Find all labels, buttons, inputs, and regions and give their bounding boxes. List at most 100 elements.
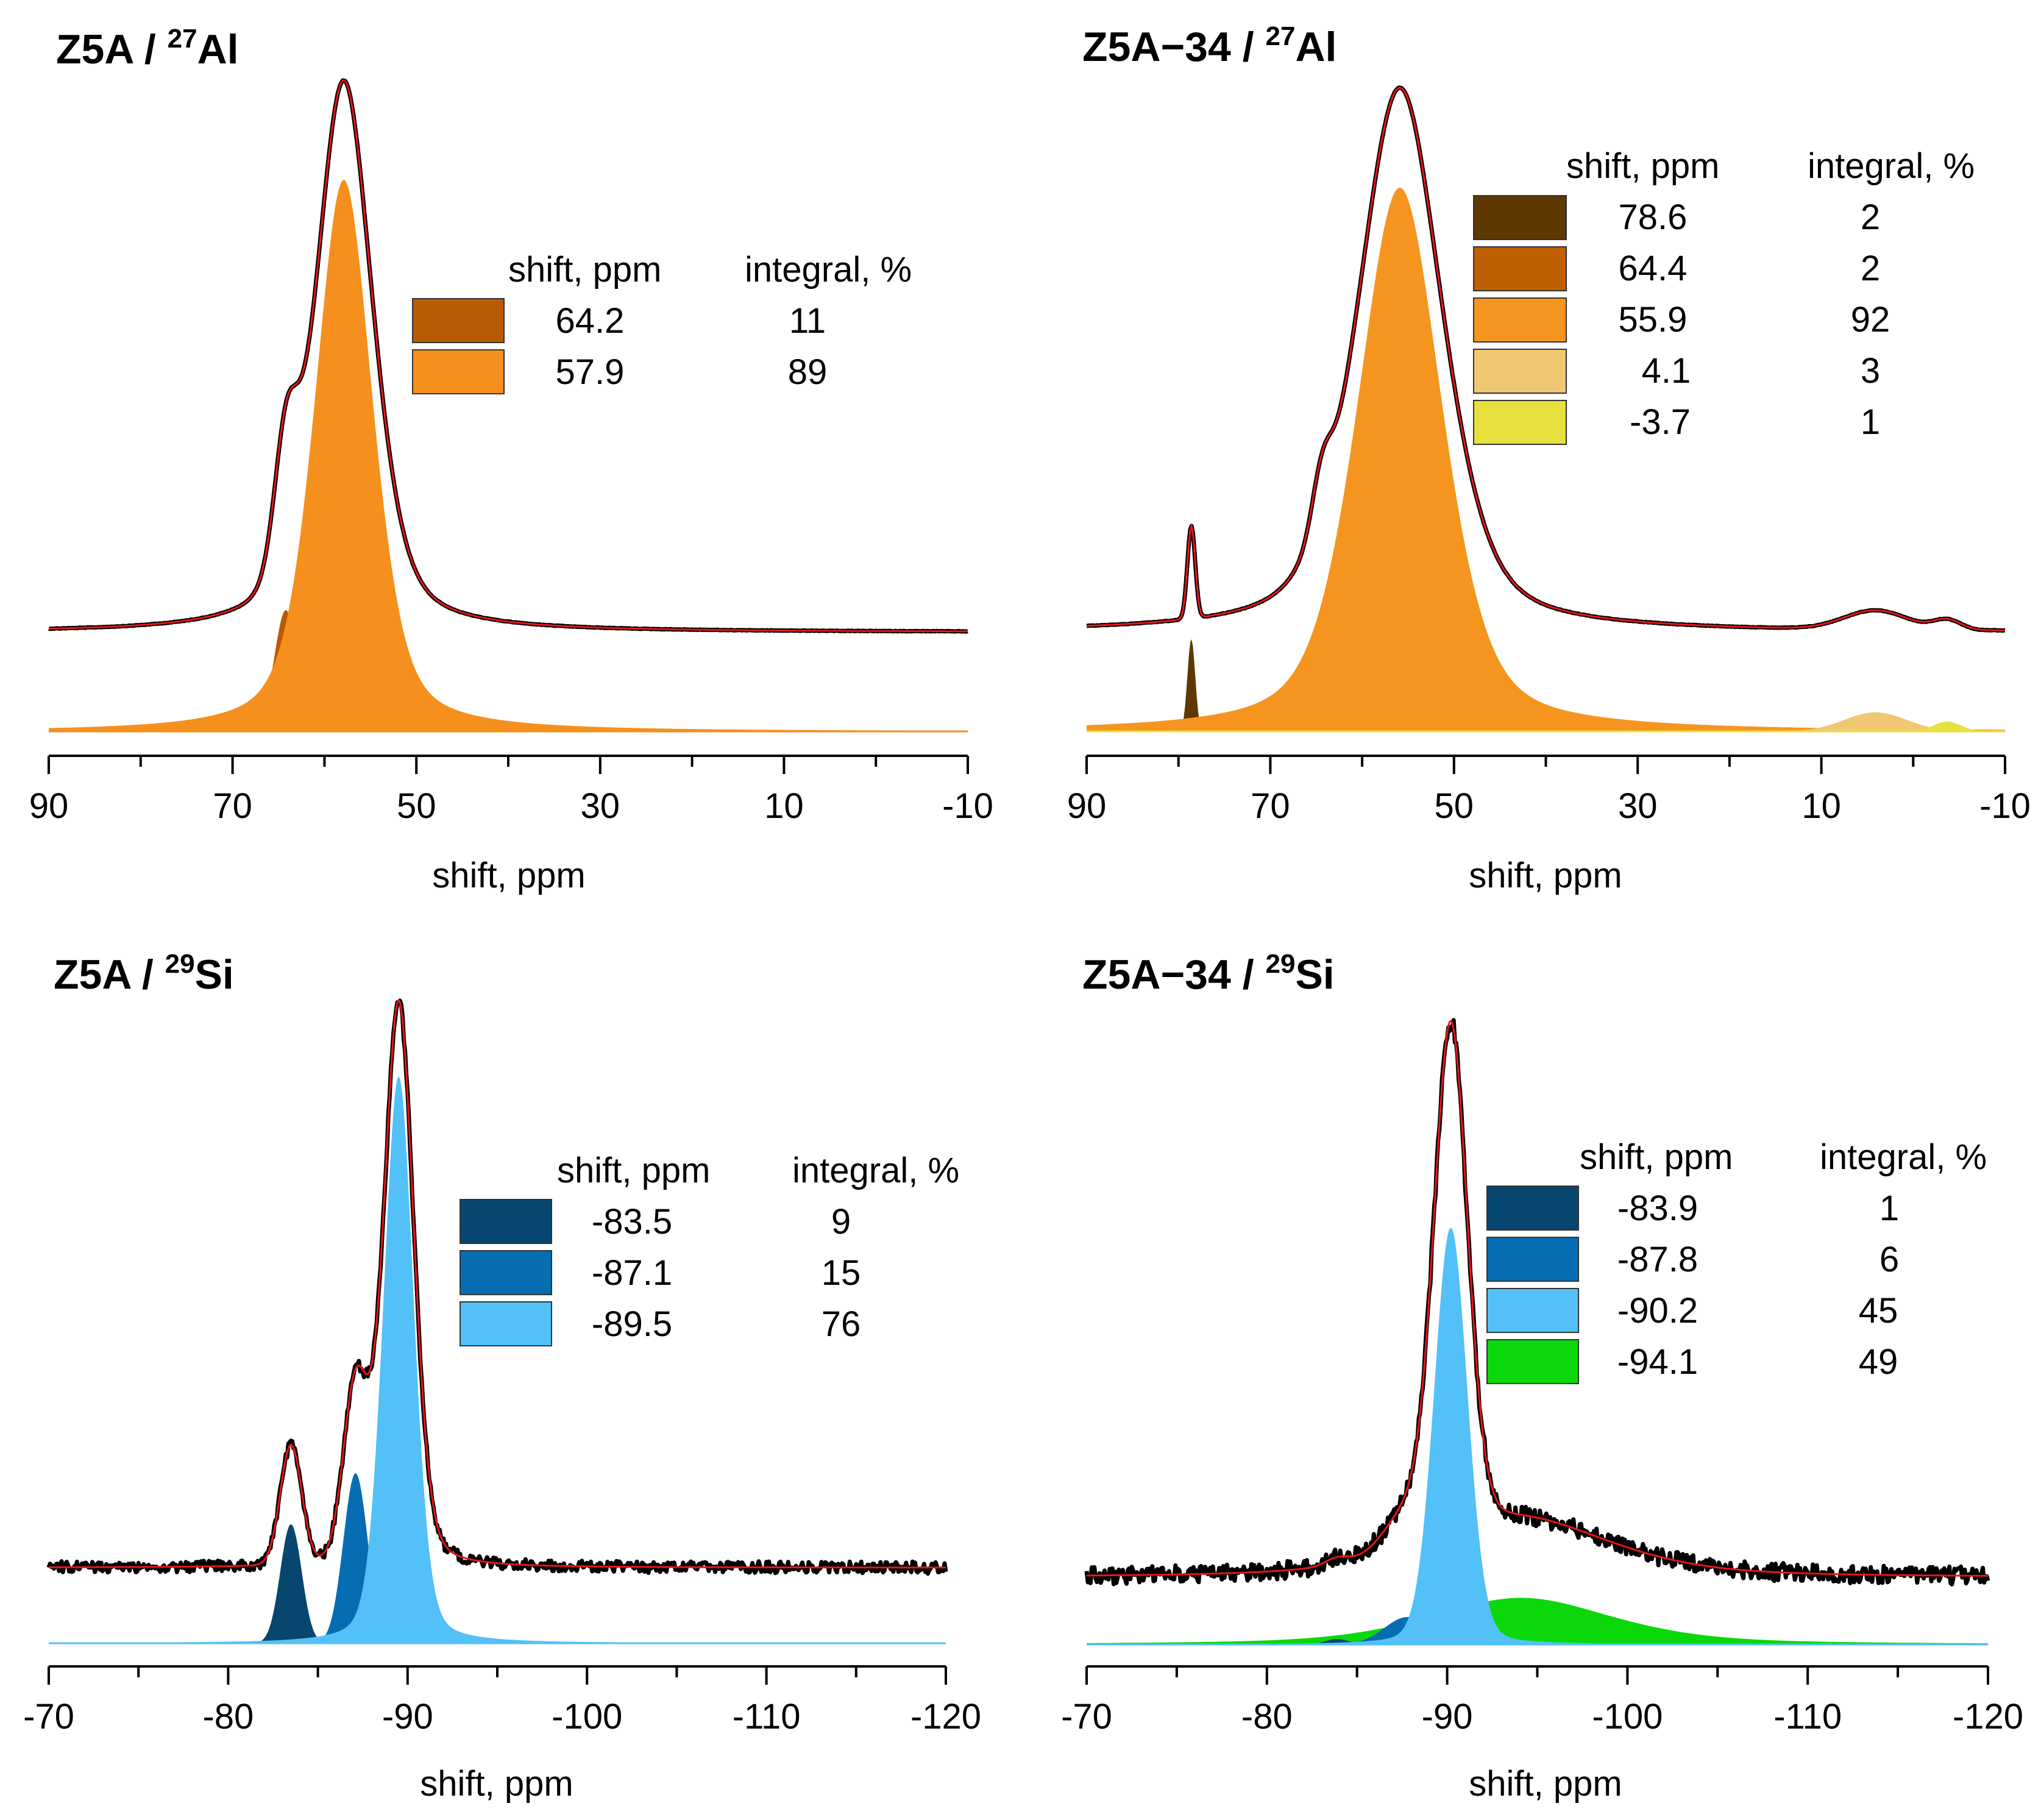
legend-swatch bbox=[460, 1199, 552, 1244]
legend-header-integral: integral, % bbox=[792, 1151, 959, 1190]
x-tick-label: 90 bbox=[29, 786, 69, 826]
legend-shift: -83.9 bbox=[1617, 1189, 1698, 1228]
panel-z5a-al: Z5A / 27Al shift, ppm integral, % 64.2 1… bbox=[29, 24, 993, 895]
panel-title: Z5A−34 / 29Si bbox=[1082, 949, 1335, 998]
title-main: Z5A−34 / bbox=[1082, 951, 1266, 998]
panel-title: Z5A−34 / 27Al bbox=[1082, 21, 1336, 70]
x-tick-label: 10 bbox=[1801, 786, 1841, 826]
plot-area bbox=[1084, 1018, 1990, 1646]
x-tick-label: 70 bbox=[1251, 786, 1290, 826]
legend-swatch bbox=[1473, 349, 1567, 394]
legend-shift: -89.5 bbox=[592, 1304, 672, 1344]
legend-shift: -87.8 bbox=[1617, 1240, 1698, 1279]
legend-row: -87.1 15 bbox=[460, 1250, 861, 1295]
legend: shift, ppm integral, % 78.6 2 64.4 2 55.… bbox=[1473, 146, 1975, 445]
title-isotope-mass: 29 bbox=[165, 949, 195, 979]
legend-shift: 64.4 bbox=[1619, 249, 1688, 288]
legend-swatch bbox=[1486, 1185, 1579, 1231]
x-tick-label: 50 bbox=[1435, 786, 1474, 826]
legend-integral: 6 bbox=[1879, 1240, 1899, 1279]
legend-header-shift: shift, ppm bbox=[1580, 1137, 1733, 1177]
legend-swatch bbox=[1486, 1237, 1579, 1282]
panel-title: Z5A / 29Si bbox=[54, 949, 234, 998]
title-isotope-mass: 27 bbox=[168, 24, 197, 54]
fit-spectrum bbox=[1087, 1019, 1988, 1577]
x-tick-label: -70 bbox=[1061, 1697, 1112, 1736]
legend-swatch bbox=[1473, 400, 1567, 445]
title-element: Si bbox=[195, 951, 234, 998]
plot-area bbox=[48, 78, 969, 733]
experimental-spectrum bbox=[48, 78, 969, 634]
legend-integral: 3 bbox=[1861, 351, 1880, 391]
legend-swatch bbox=[1486, 1339, 1579, 1384]
x-axis-label: shift, ppm bbox=[1469, 1764, 1622, 1804]
legend-integral: 9 bbox=[831, 1202, 851, 1242]
x-tick-label: 50 bbox=[397, 786, 436, 826]
legend-integral: 49 bbox=[1859, 1342, 1898, 1382]
title-element: Al bbox=[197, 26, 239, 73]
legend-header-integral: integral, % bbox=[745, 250, 912, 290]
legend-header-shift: shift, ppm bbox=[1566, 146, 1719, 186]
component-peak bbox=[49, 1524, 946, 1643]
x-tick-label: -90 bbox=[1422, 1697, 1473, 1736]
x-tick-label: 10 bbox=[764, 786, 804, 826]
legend-row: -90.2 45 bbox=[1486, 1288, 1898, 1333]
experimental-spectrum bbox=[1084, 1018, 1990, 1587]
legend-swatch bbox=[1486, 1288, 1579, 1333]
x-axis-label: shift, ppm bbox=[432, 856, 585, 895]
x-tick-label: -110 bbox=[1773, 1697, 1842, 1736]
legend-swatch bbox=[1473, 246, 1567, 291]
legend-integral: 11 bbox=[789, 301, 826, 341]
legend-shift: -3.7 bbox=[1630, 402, 1691, 442]
legend: shift, ppm integral, % 64.2 11 57.9 89 bbox=[412, 250, 912, 394]
x-axis-label: shift, ppm bbox=[420, 1764, 573, 1804]
legend-shift: -87.1 bbox=[592, 1253, 672, 1293]
legend: shift, ppm integral, % -83.9 1 -87.8 6 -… bbox=[1486, 1137, 1987, 1384]
title-element: Al bbox=[1295, 24, 1336, 70]
legend-header-integral: integral, % bbox=[1808, 146, 1975, 186]
fit-spectrum bbox=[1086, 87, 2005, 631]
legend-row: 57.9 89 bbox=[412, 349, 827, 394]
panel-z5a34-al: Z5A−34 / 27Al shift, ppm integral, % 78.… bbox=[1067, 21, 2031, 895]
title-isotope-mass: 29 bbox=[1266, 949, 1296, 979]
component-peak bbox=[1087, 1598, 1988, 1644]
legend-row: 78.6 2 bbox=[1473, 195, 1880, 240]
legend: shift, ppm integral, % -83.5 9 -87.1 15 … bbox=[460, 1151, 959, 1346]
x-tick-label: -10 bbox=[942, 786, 993, 826]
legend-integral: 1 bbox=[1879, 1189, 1899, 1228]
title-main: Z5A / bbox=[54, 951, 165, 998]
legend-row: -94.1 49 bbox=[1486, 1339, 1898, 1384]
legend-row: 64.2 11 bbox=[412, 298, 826, 343]
legend-swatch bbox=[412, 298, 505, 343]
panel-z5a-si: Z5A / 29Si shift, ppm integral, % -83.5 … bbox=[23, 949, 981, 1804]
legend-integral: 1 bbox=[1861, 402, 1880, 442]
x-tick-label: -80 bbox=[1241, 1697, 1293, 1736]
legend-row: -83.5 9 bbox=[460, 1199, 851, 1244]
legend-row: -83.9 1 bbox=[1486, 1185, 1899, 1231]
title-isotope-mass: 27 bbox=[1266, 21, 1296, 51]
legend-integral: 2 bbox=[1861, 197, 1880, 237]
legend-row: -3.7 1 bbox=[1473, 400, 1880, 445]
legend-swatch bbox=[460, 1301, 552, 1346]
panel-z5a34-si: Z5A−34 / 29Si shift, ppm integral, % -83… bbox=[1061, 949, 2023, 1804]
x-tick-label: -80 bbox=[202, 1697, 254, 1736]
component-peak bbox=[49, 610, 968, 731]
legend-swatch bbox=[1473, 297, 1567, 343]
legend-integral: 45 bbox=[1859, 1291, 1898, 1331]
x-tick-label: -90 bbox=[382, 1697, 433, 1736]
plot-area bbox=[1085, 85, 2006, 733]
x-tick-label: 30 bbox=[1618, 786, 1658, 826]
legend-swatch bbox=[412, 349, 505, 394]
panel-title: Z5A / 27Al bbox=[56, 24, 239, 73]
fit-spectrum bbox=[48, 79, 968, 633]
legend-integral: 92 bbox=[1851, 300, 1890, 339]
legend-shift: 4.1 bbox=[1642, 351, 1691, 391]
legend-swatch bbox=[460, 1250, 552, 1295]
x-tick-label: -10 bbox=[1979, 786, 2031, 826]
title-element: Si bbox=[1295, 951, 1334, 998]
legend-shift: 64.2 bbox=[556, 301, 625, 341]
x-tick-label: -120 bbox=[910, 1697, 981, 1736]
legend-shift: -83.5 bbox=[592, 1202, 672, 1242]
title-main: Z5A−34 / bbox=[1082, 24, 1266, 70]
